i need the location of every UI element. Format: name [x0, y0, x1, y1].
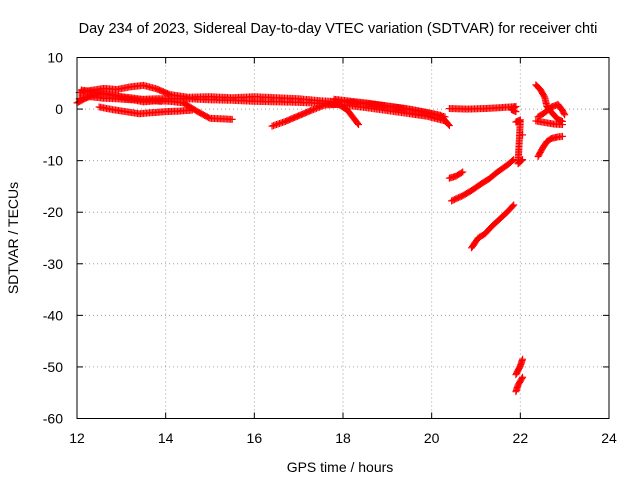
data-point	[444, 120, 452, 128]
y-tick-label: -40	[43, 307, 63, 323]
series-arc4	[95, 103, 196, 118]
y-tick-label: -20	[43, 204, 63, 220]
data-point	[512, 108, 520, 116]
data-points	[73, 81, 569, 396]
data-point	[157, 97, 165, 105]
data-point	[519, 355, 527, 363]
data-point	[519, 131, 527, 139]
data-point	[457, 169, 465, 177]
data-point	[228, 115, 236, 123]
x-tick-label: 18	[335, 430, 351, 446]
data-point	[459, 168, 467, 176]
data-point	[445, 122, 453, 130]
series-arc17	[534, 100, 569, 121]
series-arc12	[512, 355, 527, 379]
series-arc8	[445, 102, 520, 116]
series-arc14	[512, 116, 527, 168]
series-arc10	[448, 156, 518, 205]
data-point	[518, 375, 526, 383]
series-arc19	[534, 132, 566, 161]
data-point	[519, 373, 527, 381]
x-tick-label: 12	[69, 430, 85, 446]
data-point	[558, 121, 566, 129]
series-arc6	[268, 100, 363, 130]
y-tick-label: -10	[43, 153, 63, 169]
y-tick-labels: 10 0 -10 -20 -30 -40 -50 -60	[43, 50, 63, 427]
x-tick-label: 14	[158, 430, 174, 446]
data-point	[517, 157, 525, 165]
y-tick-label: 0	[55, 101, 63, 117]
data-point	[558, 132, 566, 140]
series-arc7	[330, 95, 453, 130]
y-axis-label: SDTVAR / TECUs	[5, 182, 21, 294]
data-point	[519, 156, 527, 164]
series-arc5	[77, 86, 165, 105]
y-tick-label: -30	[43, 256, 63, 272]
data-point	[560, 109, 568, 117]
x-tick-label: 16	[247, 430, 263, 446]
series-arc11	[468, 201, 518, 252]
y-tick-label: 10	[47, 50, 63, 66]
series-arc15	[519, 131, 527, 139]
y-tick-label: -50	[43, 359, 63, 375]
x-axis-label: GPS time / hours	[287, 459, 394, 475]
data-point	[188, 106, 196, 114]
x-tick-label: 20	[424, 430, 440, 446]
axis-ticks	[76, 57, 610, 419]
series-arc13	[512, 373, 527, 396]
x-tick-labels: 12 14 16 18 20 22 24	[69, 430, 617, 446]
series-arc18	[532, 117, 566, 129]
x-tick-label: 22	[513, 430, 529, 446]
y-tick-label: -60	[43, 411, 63, 427]
data-point	[355, 121, 363, 129]
data-point	[510, 201, 518, 209]
data-point	[509, 202, 517, 210]
data-point	[561, 111, 569, 119]
series-arc9	[445, 168, 467, 182]
x-tick-label: 24	[601, 430, 617, 446]
data-point	[354, 119, 362, 127]
chart-title: Day 234 of 2023, Sidereal Day-to-day VTE…	[79, 21, 598, 37]
